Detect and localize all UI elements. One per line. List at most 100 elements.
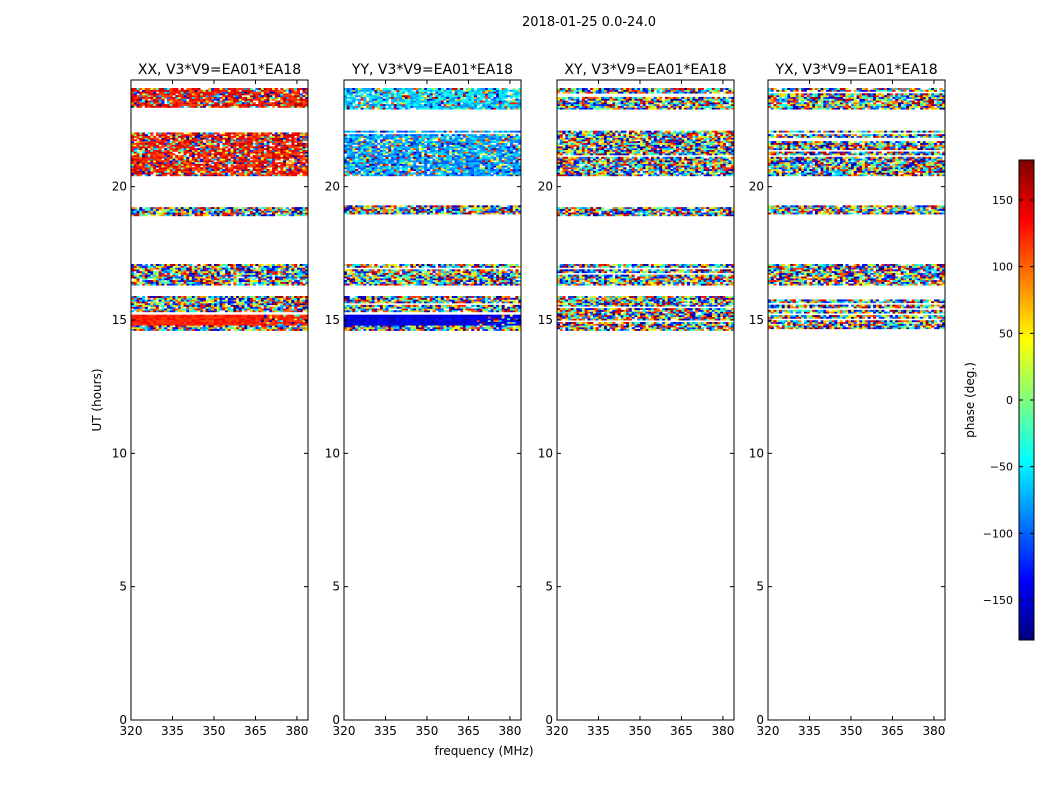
phase-cell [137,148,140,150]
phase-cell [161,106,164,108]
phase-cell [441,308,444,310]
phase-cell [300,171,303,173]
phase-cell [203,153,206,155]
phase-cell [247,316,250,318]
phase-cell [244,303,247,305]
phase-cell [286,150,289,152]
phase-cell [294,280,297,282]
phase-cell [153,145,156,147]
phase-cell [167,97,170,99]
phase-cell [250,269,253,271]
phase-cell [278,303,281,305]
phase-cell [192,298,195,300]
phase-cell [134,327,137,329]
phase-cell [139,155,142,157]
phase-cell [294,308,297,310]
phase-cell [504,307,507,309]
phase-cell [253,97,256,99]
phase-cell [372,308,375,310]
phase-cell [222,92,225,94]
phase-cell [405,322,408,324]
phase-cell [267,169,270,171]
phase-cell [206,275,209,277]
phase-cell [358,324,361,326]
phase-cell [148,280,151,282]
phase-cell [178,325,181,327]
phase-cell [291,90,294,92]
phase-cell [377,322,380,324]
phase-cell [264,284,267,286]
phase-cell [496,324,499,326]
phase-cell [250,296,253,298]
phase-cell [463,320,466,322]
phase-cell [369,318,372,320]
phase-cell [480,324,483,326]
phase-cell [363,329,366,331]
phase-cell [189,162,192,164]
phase-cell [250,276,253,278]
phase-cell [399,329,402,331]
phase-cell [294,298,297,300]
phase-cell [164,136,167,138]
phase-cell [294,167,297,169]
phase-cell [161,171,164,173]
phase-cell [302,99,305,101]
phase-cell [457,318,460,320]
phase-cell [186,280,189,282]
phase-cell [167,93,170,95]
phase-cell [195,166,198,168]
phase-cell [275,315,278,317]
phase-cell [272,271,275,273]
phase-cell [250,324,253,326]
phase-cell [253,214,256,216]
phase-cell [239,300,242,302]
phase-cell [499,320,502,322]
phase-cell [233,141,236,143]
phase-cell [394,324,397,326]
phase-cell [366,310,369,312]
phase-cell [291,207,294,209]
phase-cell [164,171,167,173]
phase-cell [388,315,391,317]
phase-cell [491,320,494,322]
phase-cell [167,106,170,108]
phase-cell [291,300,294,302]
phase-cell [153,153,156,155]
phase-cell [247,280,250,282]
phase-cell [184,134,187,136]
phase-cell [153,320,156,322]
phase-cell [222,169,225,171]
phase-cell [208,95,211,97]
phase-cell [145,284,148,286]
phase-cell [178,318,181,320]
phase-cell [275,269,278,271]
phase-cell [347,327,350,329]
phase-cell [402,318,405,320]
phase-cell [278,173,281,175]
phase-cell [139,298,142,300]
phase-cell [264,212,267,214]
phase-cell [383,310,386,312]
phase-cell [197,324,200,326]
phase-cell [150,207,153,209]
phase-cell [206,207,209,209]
phase-cell [172,162,175,164]
phase-cell [244,138,247,140]
phase-cell [142,327,145,329]
phase-cell [206,138,209,140]
phase-cell [258,162,261,164]
phase-cell [175,100,178,102]
phase-cell [167,266,170,268]
phase-cell [150,169,153,171]
phase-cell [352,325,355,327]
phase-cell [156,296,159,298]
phase-cell [156,93,159,95]
phase-cell [513,316,516,318]
phase-cell [197,298,200,300]
phase-cell [488,307,491,309]
phase-cell [300,278,303,280]
phase-cell [272,315,275,317]
phase-cell [231,298,234,300]
phase-cell [189,278,192,280]
phase-cell [145,266,148,268]
